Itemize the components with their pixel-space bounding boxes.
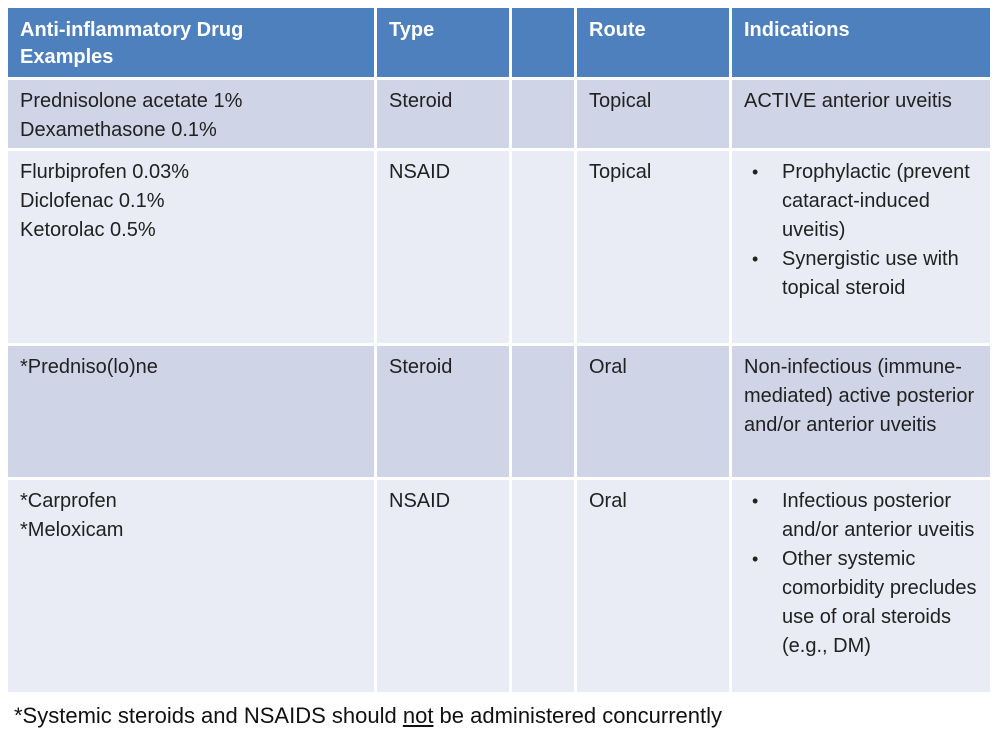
header-label-indications: Indications [744,19,850,41]
indications-bullet-list: • Prophylactic (prevent cataract-induced… [748,158,978,303]
drug-line: *Predniso(lo)ne [20,356,158,378]
cell-empty-row2 [512,151,574,343]
header-label-route: Route [589,19,646,41]
drug-line: Ketorolac 0.5% [20,219,156,241]
bullet-text: Prophylactic (prevent cataract-induced u… [782,161,970,241]
cell-empty-row3 [512,346,574,477]
bullet-item: • Other systemic comorbidity precludes u… [748,545,978,661]
bullet-dot-icon: • [752,162,759,182]
footnote-suffix: be administered concurrently [433,703,723,728]
bullet-item: • Infectious posterior and/or anterior u… [748,487,978,545]
cell-indications-row4: • Infectious posterior and/or anterior u… [732,480,990,692]
header-cell-drug-examples: Anti-inflammatory Drug Examples [8,8,374,77]
drug-line: *Carprofen [20,490,117,512]
cell-type-row1: Steroid [377,80,509,148]
cell-route-row3: Oral [577,346,729,477]
header-cell-type: Type [377,8,509,77]
cell-type-row2: NSAID [377,151,509,343]
footnote: *Systemic steroids and NSAIDS should not… [14,703,722,729]
drug-line: Prednisolone acetate 1% [20,90,243,112]
footnote-underlined-word: not [402,703,434,728]
bullet-dot-icon: • [752,549,759,569]
header-label-type: Type [389,19,435,41]
drug-line: Flurbiprofen 0.03% [20,161,189,183]
bullet-item: • Prophylactic (prevent cataract-induced… [748,158,978,245]
anti-inflammatory-drug-table: Anti-inflammatory Drug Examples Type Rou… [8,8,990,692]
drug-line: Dexamethasone 0.1% [20,119,217,141]
drug-line: *Meloxicam [20,519,124,541]
cell-drugs-row1: Prednisolone acetate 1% Dexamethasone 0.… [8,80,374,148]
cell-indications-row1: ACTIVE anterior uveitis [732,80,990,148]
cell-empty-row1 [512,80,574,148]
cell-indications-row2: • Prophylactic (prevent cataract-induced… [732,151,990,343]
bullet-text: Synergistic use with topical steroid [782,248,959,299]
header-cell-empty [512,8,574,77]
bullet-item: • Synergistic use with topical steroid [748,245,978,303]
header-label-drug-examples: Anti-inflammatory Drug Examples [20,19,244,68]
footnote-prefix: *Systemic steroids and NSAIDS should [14,703,403,728]
drug-line: Diclofenac 0.1% [20,190,165,212]
header-cell-indications: Indications [732,8,990,77]
cell-route-row4: Oral [577,480,729,692]
cell-route-row1: Topical [577,80,729,148]
cell-drugs-row4: *Carprofen *Meloxicam [8,480,374,692]
cell-type-row4: NSAID [377,480,509,692]
cell-empty-row4 [512,480,574,692]
bullet-dot-icon: • [752,491,759,511]
cell-route-row2: Topical [577,151,729,343]
bullet-text: Other systemic comorbidity precludes use… [782,548,977,657]
header-cell-route: Route [577,8,729,77]
indications-bullet-list: • Infectious posterior and/or anterior u… [748,487,978,661]
cell-drugs-row3: *Predniso(lo)ne [8,346,374,477]
bullet-text: Infectious posterior and/or anterior uve… [782,490,975,541]
cell-drugs-row2: Flurbiprofen 0.03% Diclofenac 0.1% Ketor… [8,151,374,343]
bullet-dot-icon: • [752,249,759,269]
cell-indications-row3: Non-infectious (immune-mediated) active … [732,346,990,477]
cell-type-row3: Steroid [377,346,509,477]
